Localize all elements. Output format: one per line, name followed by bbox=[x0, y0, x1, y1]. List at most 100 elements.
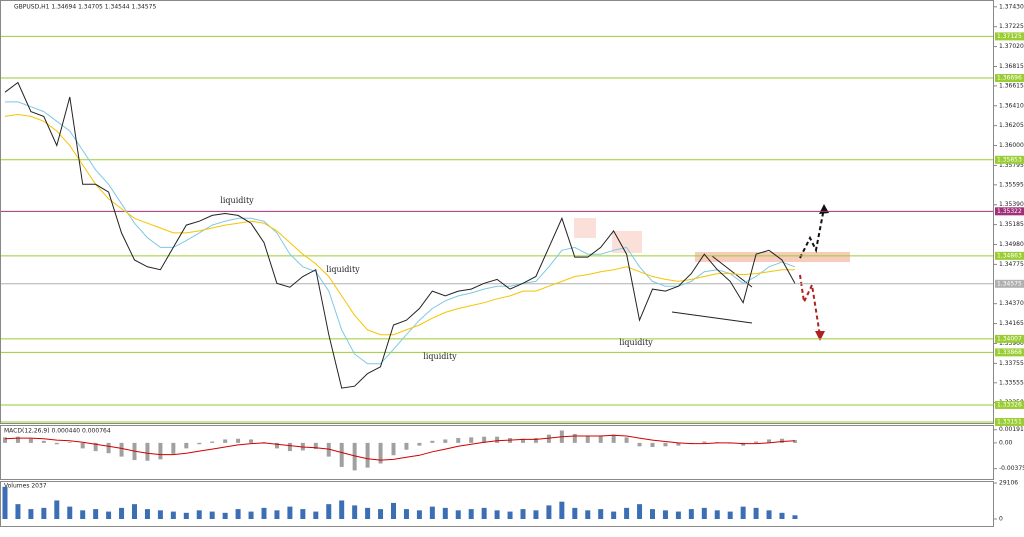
volume-bar bbox=[792, 515, 798, 519]
y-tick-label: 1.35595 bbox=[999, 181, 1024, 188]
volume-bar bbox=[67, 506, 73, 519]
price-line bbox=[4, 81, 796, 389]
price-level-label: 1.34863 bbox=[997, 252, 1022, 259]
volume-bar bbox=[429, 506, 435, 519]
price-level-box bbox=[995, 348, 1024, 357]
moving-average bbox=[4, 113, 795, 336]
macd-bar bbox=[210, 441, 215, 443]
y-tick-label: 1.35795 bbox=[999, 162, 1024, 169]
macd-bar bbox=[287, 442, 292, 452]
macd-bar bbox=[54, 442, 59, 445]
macd-bar bbox=[236, 438, 241, 443]
volume-bar bbox=[662, 510, 668, 519]
volume-bar bbox=[753, 507, 759, 519]
price-level-box bbox=[995, 155, 1024, 164]
macd-bar bbox=[365, 442, 370, 468]
volume-panel bbox=[0, 481, 994, 527]
volume-bar bbox=[637, 504, 643, 519]
volume-bar bbox=[598, 509, 604, 519]
y-tick-label: 0.00 bbox=[999, 439, 1013, 446]
signal-line bbox=[4, 434, 795, 461]
y-tick-label: 1.36410 bbox=[999, 102, 1024, 109]
volume-bar bbox=[313, 511, 319, 519]
volume-bar bbox=[339, 500, 345, 519]
trendline bbox=[671, 311, 753, 324]
macd-bar bbox=[145, 442, 150, 461]
y-tick-label: 1.34370 bbox=[999, 300, 1024, 307]
price-level-label: 1.33151 bbox=[997, 418, 1022, 425]
volume-bar bbox=[378, 509, 384, 519]
price-level-label: 1.37125 bbox=[997, 33, 1022, 40]
volume-bar bbox=[365, 507, 371, 519]
y-tick-label: 1.36615 bbox=[999, 82, 1024, 89]
macd-bar bbox=[469, 437, 474, 443]
volume-bar bbox=[119, 507, 125, 519]
y-tick-label: 1.34980 bbox=[999, 241, 1024, 248]
y-tick-label: 0.001912 bbox=[999, 426, 1024, 433]
volume-bar bbox=[183, 512, 189, 519]
price-level-box bbox=[995, 207, 1024, 216]
y-tick-label: 1.37020 bbox=[999, 43, 1024, 50]
macd-bar bbox=[792, 440, 797, 443]
price-level-box bbox=[995, 32, 1024, 41]
y-tick-label: 29106 bbox=[999, 480, 1018, 487]
volume-bar bbox=[41, 507, 47, 519]
price-level-box bbox=[995, 400, 1024, 409]
macd-bar bbox=[67, 442, 72, 443]
volume-bar bbox=[15, 504, 21, 519]
price-level-box bbox=[995, 74, 1024, 83]
volume-bar bbox=[559, 501, 565, 519]
volume-bar bbox=[352, 505, 358, 519]
price-level-box bbox=[995, 417, 1024, 426]
macd-bar bbox=[482, 436, 487, 443]
macd-bar bbox=[352, 442, 357, 471]
moving-average bbox=[5, 101, 796, 365]
macd-bar bbox=[585, 436, 590, 443]
volume-bar bbox=[442, 507, 448, 519]
y-tick-label: 0 bbox=[999, 516, 1003, 523]
y-tick-label: 1.33555 bbox=[999, 379, 1024, 386]
price-level-box bbox=[995, 251, 1024, 260]
macd-bar bbox=[676, 442, 681, 446]
up-arrow bbox=[799, 207, 825, 259]
macd-bar bbox=[611, 434, 616, 443]
volume-bar bbox=[688, 509, 694, 519]
down-arrow-head bbox=[815, 331, 825, 341]
volume-bar bbox=[779, 512, 785, 519]
resistance-zone bbox=[695, 252, 850, 262]
volume-bar bbox=[416, 510, 422, 519]
volume-bar bbox=[650, 509, 655, 519]
macd-bar bbox=[430, 440, 435, 443]
macd-bar bbox=[3, 437, 7, 443]
macd-bar bbox=[702, 441, 707, 443]
macd-bar bbox=[106, 442, 111, 454]
macd-bar bbox=[41, 440, 46, 443]
y-tick-label: 1.37225 bbox=[999, 23, 1024, 30]
volume-bar bbox=[326, 504, 332, 519]
price-level-box bbox=[995, 334, 1024, 343]
macd-bar bbox=[443, 439, 448, 443]
down-arrow bbox=[799, 274, 821, 337]
volume-bar bbox=[28, 509, 34, 519]
volume-bar bbox=[248, 511, 254, 519]
volume-bar bbox=[300, 509, 306, 519]
volume-bar bbox=[533, 510, 539, 519]
macd-bar bbox=[391, 442, 396, 456]
price-level-label: 1.33868 bbox=[997, 349, 1022, 356]
macd-bar bbox=[197, 442, 202, 445]
volume-bar bbox=[507, 511, 513, 519]
symbol-header: GBPUSD,H1 1.34694 1.34705 1.34544 1.3457… bbox=[14, 4, 156, 11]
annotation: liquidity bbox=[326, 265, 360, 274]
volume-bar bbox=[235, 509, 241, 519]
volume-bar bbox=[54, 500, 60, 519]
macd-bar bbox=[741, 442, 746, 446]
volume-bar bbox=[403, 509, 409, 519]
macd-bar bbox=[572, 433, 577, 443]
macd-bar bbox=[546, 434, 551, 443]
price-level-label: 1.35322 bbox=[997, 208, 1022, 215]
volume-bar bbox=[274, 510, 280, 519]
macd-bar bbox=[404, 442, 409, 450]
y-tick-label: 1.34165 bbox=[999, 320, 1024, 327]
volume-bar bbox=[209, 511, 215, 519]
